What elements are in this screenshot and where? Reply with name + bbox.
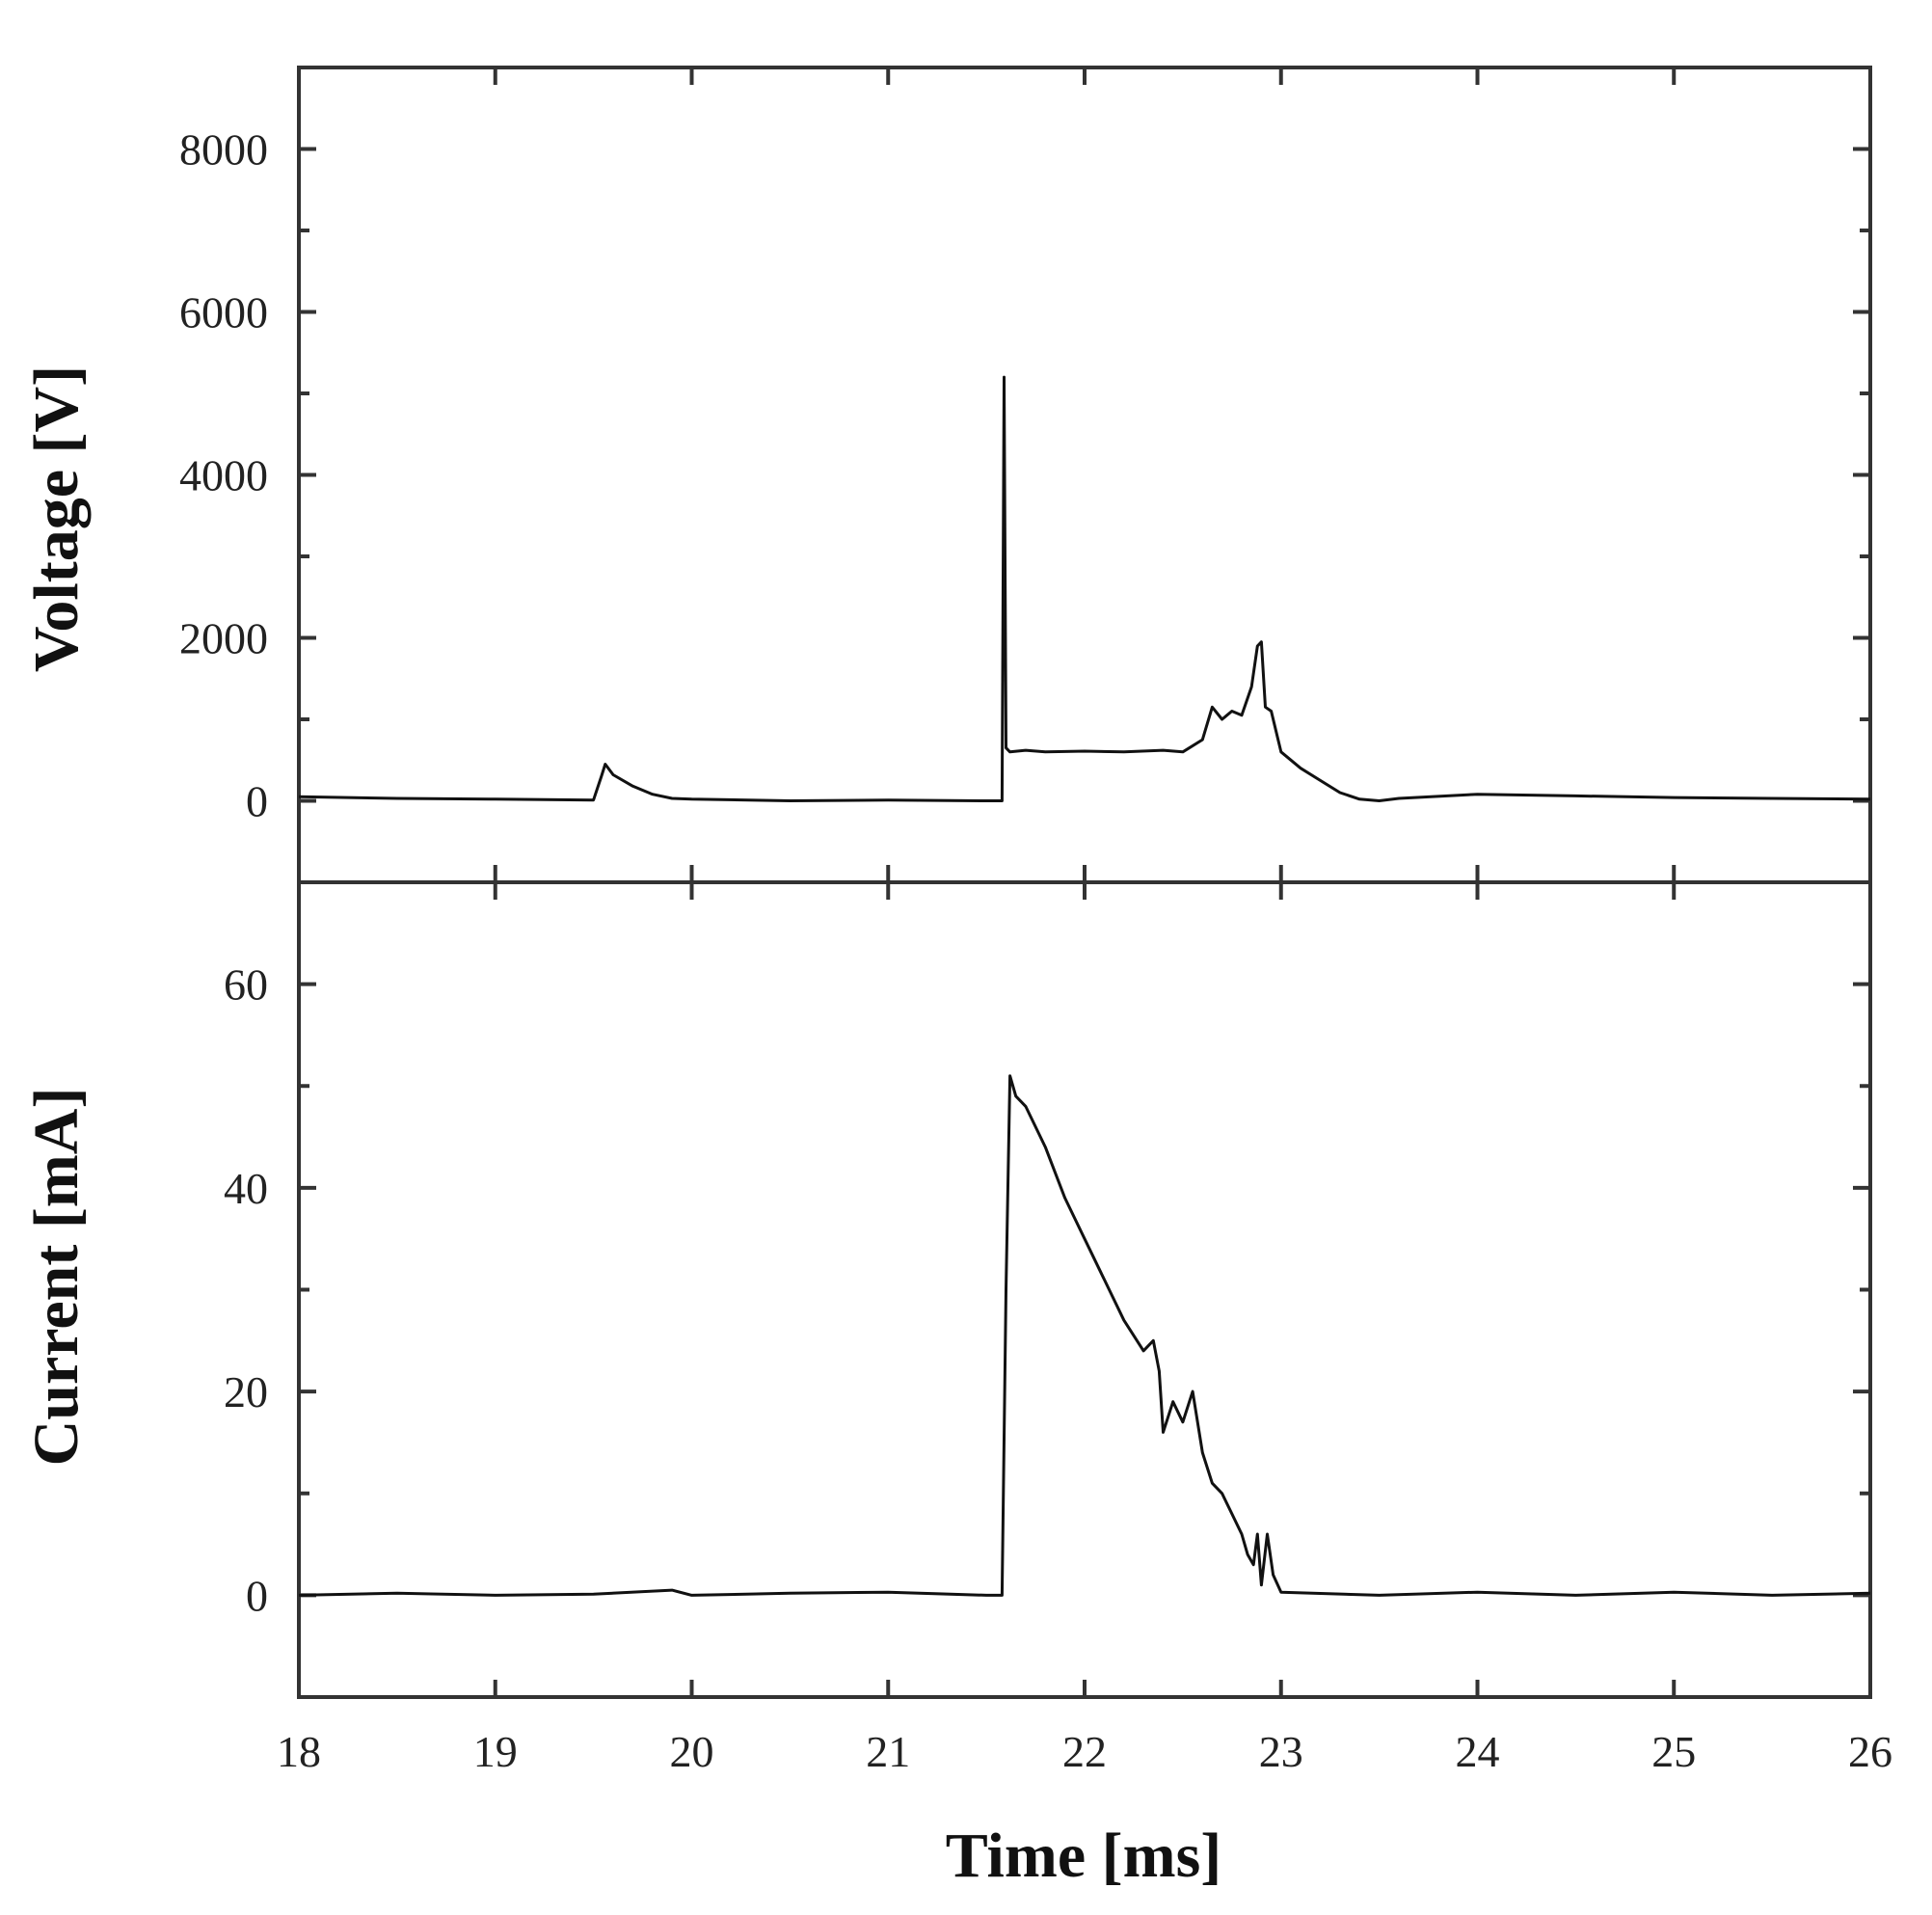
- time-axis-title: Time [ms]: [946, 1821, 1222, 1891]
- plot-frame: [297, 880, 1872, 1699]
- voltage-trace: [298, 375, 1871, 802]
- y-tick-label: 60: [224, 960, 268, 1010]
- x-tick-label: 21: [866, 1727, 910, 1776]
- x-tick-label: 20: [670, 1727, 714, 1776]
- voltage-axis-title: Voltage [V]: [21, 365, 92, 672]
- voltage-panel: 0 2000 4000 6000 8000: [179, 66, 1872, 884]
- current-panel: 0 20 40 60 18 19 20 21 22 23 24 25 26: [224, 880, 1892, 1776]
- x-tick-label: 19: [473, 1727, 518, 1776]
- y-tick-label: 0: [246, 777, 268, 826]
- y-tick-label: 4000: [179, 451, 268, 500]
- x-tick-label: 26: [1848, 1727, 1892, 1776]
- y-tick-label: 40: [224, 1164, 268, 1213]
- y-tick-label: 8000: [179, 125, 268, 175]
- y-tick-label: 0: [246, 1571, 268, 1620]
- x-tick-label: 25: [1651, 1727, 1696, 1776]
- y-tick-label: 20: [224, 1367, 268, 1416]
- x-tick-label: 24: [1456, 1727, 1500, 1776]
- x-tick-label: 18: [277, 1727, 321, 1776]
- x-tick-label: 23: [1259, 1727, 1303, 1776]
- x-tick-label: 22: [1062, 1727, 1107, 1776]
- y-tick-label: 2000: [179, 614, 268, 663]
- plot-frame: [297, 66, 1872, 884]
- y-tick-label: 6000: [179, 288, 268, 337]
- current-trace: [298, 1074, 1871, 1597]
- current-axis-title: Current [mA]: [21, 1088, 92, 1467]
